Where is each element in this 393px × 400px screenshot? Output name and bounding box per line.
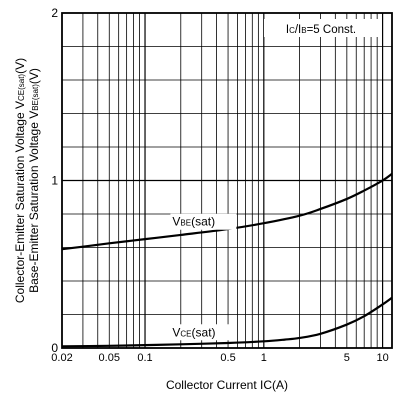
labels-layer: 0.02 0.05 0.1 0.5 1 5 10 0 1 2 Collector Current I… [13,6,389,392]
x-tick-label: 0.1 [137,352,152,364]
y-axis-label-line-1: Collector-Emitter Saturation Voltage VCE… [13,58,27,303]
series-label-background [170,324,237,341]
x-axis-label: Collector Current IC(A) [166,378,288,392]
grid-layer [61,13,392,348]
series-label-vce-sat: VCE(sat) [172,325,215,339]
x-tick-label: 0.02 [51,352,72,364]
series-label-background [170,213,237,230]
y-tick-label: 2 [51,6,58,20]
series-line-vbe-sat [61,172,393,251]
series-line-vce-sat [61,296,393,348]
y-tick-label: 1 [51,174,58,188]
series-label-vbe-sat: VBE(sat) [172,215,215,229]
plot-frame [61,12,393,349]
condition-annotation: IC/IB=5 Const. [286,24,356,36]
x-tick-label: 10 [376,352,388,364]
x-tick-label: 0.5 [220,352,235,364]
y-axis-label-line-2: Base-Emitter Saturation Voltage VBE(sat)… [27,68,41,293]
x-tick-label: 5 [344,352,350,364]
condition-background [264,19,378,37]
x-tick-label: 1 [261,352,267,364]
x-tick-label: 0.05 [99,352,120,364]
series-layer [61,172,393,348]
y-tick-label: 0 [51,341,58,355]
